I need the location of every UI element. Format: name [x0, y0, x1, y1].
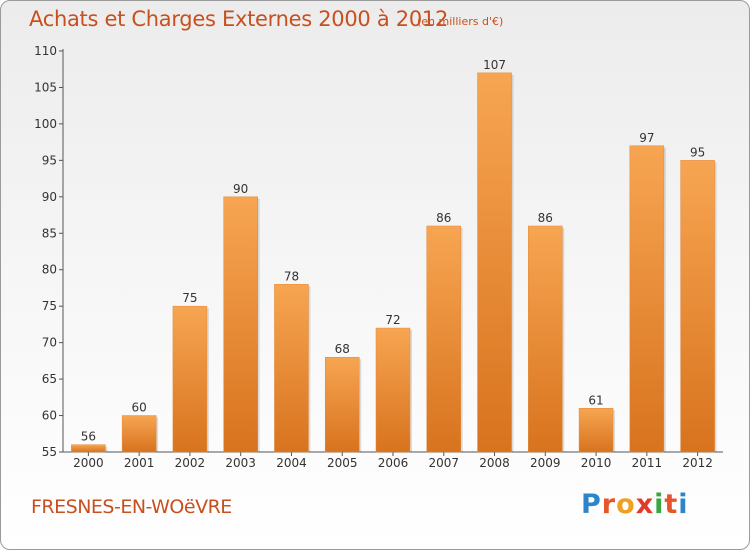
bar: [324, 356, 360, 453]
bar: [629, 145, 665, 453]
bar: [426, 225, 462, 453]
logo-letter: P: [581, 489, 602, 520]
x-tick-label: 2002: [175, 456, 206, 470]
bar-value-label: 68: [335, 342, 350, 356]
x-tick-label: 2009: [530, 456, 561, 470]
bar-value-label: 95: [690, 145, 705, 159]
x-tick-label: 2011: [632, 456, 663, 470]
bar-value-label: 60: [132, 401, 147, 415]
bar-value-label: 56: [81, 430, 96, 444]
chart-unit: (en milliers d'€): [417, 15, 504, 28]
x-tick-label: 2004: [276, 456, 307, 470]
bar: [375, 327, 411, 453]
bar: [578, 408, 614, 453]
logo-letter: o: [616, 489, 636, 520]
bar-value-label: 72: [385, 313, 400, 327]
x-tick-label: 2001: [124, 456, 155, 470]
commune-name: FRESNES-EN-WOëVRE: [31, 496, 232, 518]
bar: [223, 196, 258, 453]
y-tick-label: 55: [42, 445, 57, 459]
y-tick-label: 90: [42, 190, 57, 204]
x-tick-label: 2010: [581, 456, 612, 470]
logo-letter: r: [601, 489, 617, 520]
chart-title: Achats et Charges Externes 2000 à 2012: [29, 7, 449, 31]
y-tick-label: 85: [42, 226, 57, 240]
bar: [477, 72, 512, 453]
bar-value-label: 90: [233, 182, 248, 196]
x-tick-label: 2003: [225, 456, 256, 470]
bar-value-label: 107: [483, 58, 506, 72]
y-tick-label: 110: [34, 44, 57, 58]
bar-value-label: 78: [284, 269, 299, 283]
bar-value-label: 86: [436, 211, 451, 225]
y-tick-label: 105: [34, 80, 57, 94]
y-tick-label: 65: [42, 372, 57, 386]
y-tick-label: 70: [42, 336, 57, 350]
x-tick-label: 2008: [479, 456, 510, 470]
bar-value-label: 61: [588, 393, 603, 407]
logo-letter: x: [635, 489, 655, 520]
bar: [274, 284, 309, 453]
logo-letter: t: [664, 489, 679, 520]
bar-value-label: 86: [538, 211, 553, 225]
y-tick-label: 75: [42, 299, 57, 313]
proxiti-logo[interactable]: Proxiti: [581, 489, 689, 520]
bar-value-label: 97: [639, 131, 654, 145]
bar: [71, 444, 106, 453]
logo-letter: i: [678, 489, 689, 520]
bar: [121, 415, 157, 453]
y-tick-label: 80: [42, 263, 57, 277]
bar: [680, 160, 715, 453]
y-tick-label: 100: [34, 117, 57, 131]
x-tick-label: 2007: [428, 456, 459, 470]
x-tick-label: 2006: [378, 456, 409, 470]
bar-value-label: 75: [182, 291, 197, 305]
x-tick-label: 2000: [73, 456, 104, 470]
bar: [172, 305, 208, 453]
x-tick-label: 2005: [327, 456, 358, 470]
y-tick-label: 95: [42, 153, 57, 167]
logo-letter: i: [654, 489, 665, 520]
bar: [528, 225, 563, 453]
x-tick-label: 2012: [682, 456, 713, 470]
y-tick-label: 60: [42, 409, 57, 423]
